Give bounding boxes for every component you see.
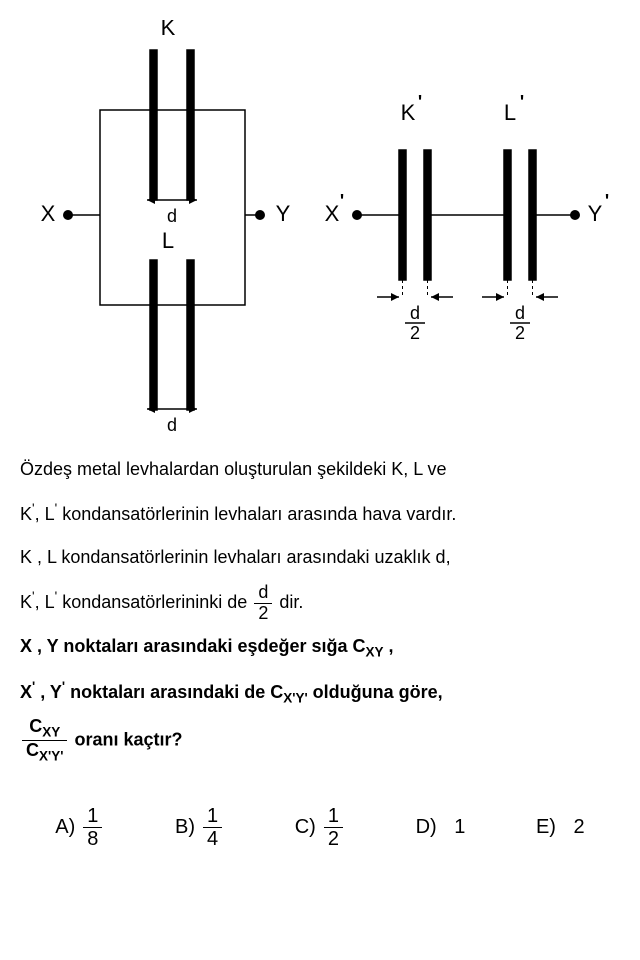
- svg-text:2: 2: [515, 323, 525, 343]
- line-7: CXY CX'Y' oranı kaçtır?: [20, 717, 620, 765]
- diagram-area: XYKdLdX'K'L'Y'd2d2: [20, 20, 620, 420]
- option-a[interactable]: A) 18: [55, 805, 104, 850]
- svg-text:L: L: [162, 228, 174, 253]
- svg-text:K: K: [161, 20, 176, 40]
- line-1: Özdeş metal levhalardan oluşturulan şeki…: [20, 450, 620, 490]
- svg-text:L: L: [504, 100, 516, 125]
- svg-text:d: d: [410, 303, 420, 323]
- svg-text:X: X: [325, 201, 340, 226]
- option-e[interactable]: E) 2: [536, 805, 585, 850]
- line-4: K', L' kondansatörlerininki de d2 dir.: [20, 582, 620, 624]
- svg-text:2: 2: [410, 323, 420, 343]
- option-b[interactable]: B) 14: [175, 805, 224, 850]
- svg-text:d: d: [167, 415, 177, 435]
- svg-text:Y: Y: [588, 201, 603, 226]
- line-5: X , Y noktaları arasındaki eşdeğer sığa …: [20, 627, 620, 667]
- svg-text:': ': [418, 92, 422, 112]
- question-text: Özdeş metal levhalardan oluşturulan şeki…: [20, 450, 620, 765]
- svg-text:K: K: [401, 100, 416, 125]
- svg-text:': ': [605, 191, 609, 211]
- line-2: K', L' kondansatörlerinin levhaları aras…: [20, 494, 620, 535]
- line-6: X' , Y' noktaları arasındaki de CX'Y' ol…: [20, 672, 620, 713]
- svg-text:': ': [520, 92, 524, 112]
- svg-text:Y: Y: [276, 201, 291, 226]
- svg-text:': ': [340, 191, 344, 211]
- line-3: K , L kondansatörlerinin levhaları arası…: [20, 538, 620, 578]
- svg-text:d: d: [167, 206, 177, 226]
- option-c[interactable]: C) 12: [295, 805, 345, 850]
- svg-text:X: X: [41, 201, 56, 226]
- svg-text:d: d: [515, 303, 525, 323]
- option-d[interactable]: D) 1: [416, 805, 466, 850]
- answer-options: A) 18 B) 14 C) 12 D) 1 E) 2: [20, 805, 620, 850]
- circuit-diagram: XYKdLdX'K'L'Y'd2d2: [20, 20, 620, 440]
